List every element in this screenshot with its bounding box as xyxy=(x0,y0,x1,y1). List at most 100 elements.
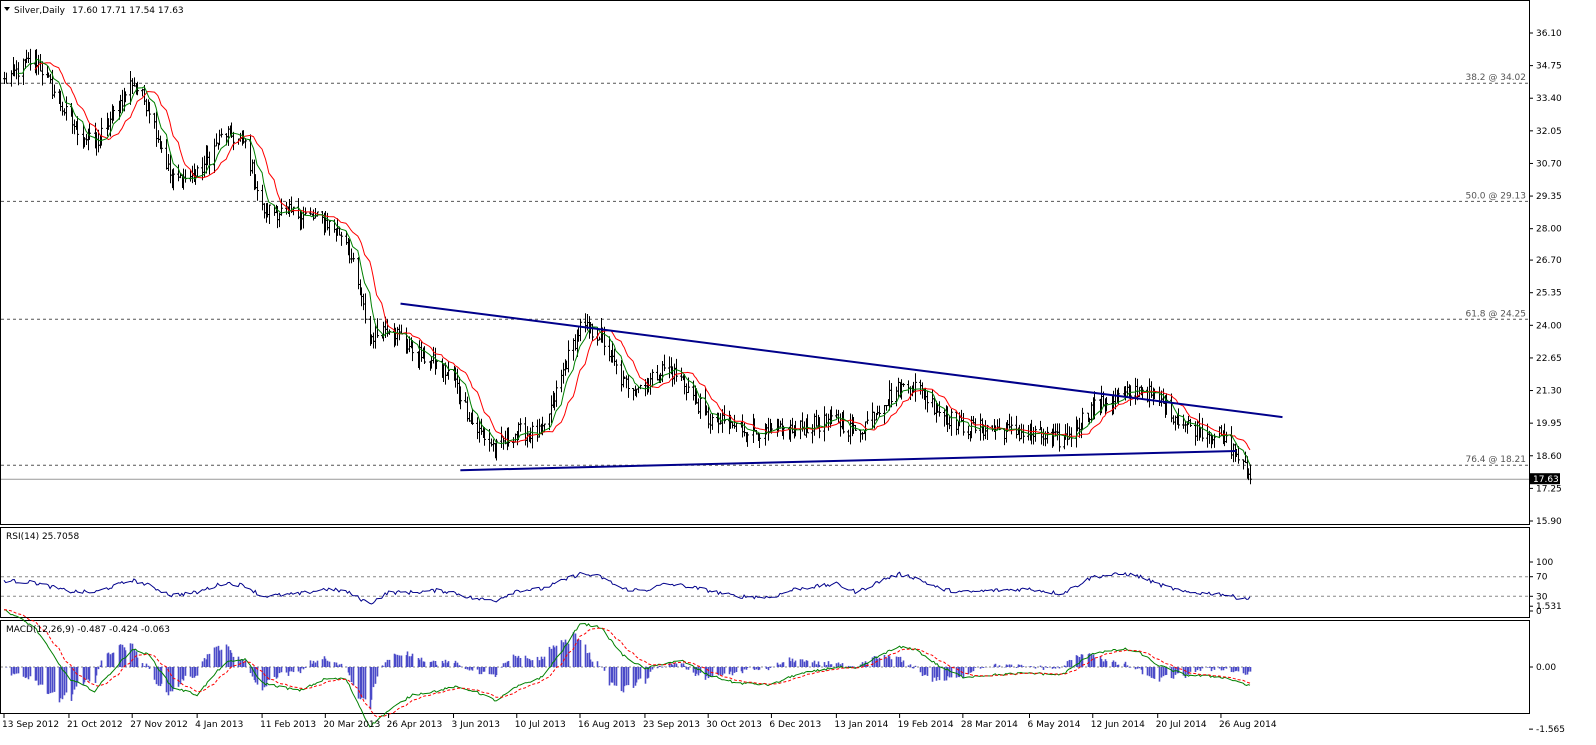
time-axis-label: 28 Mar 2014 xyxy=(961,720,1018,730)
current-price-tag: 17.63 xyxy=(1530,473,1560,485)
rsi-line xyxy=(3,571,1251,605)
price-bar xyxy=(938,401,941,417)
price-pane-border xyxy=(0,0,1530,525)
price-bar xyxy=(1105,397,1108,412)
price-bar xyxy=(902,383,905,387)
price-bar xyxy=(447,360,450,380)
price-bar xyxy=(76,116,79,146)
price-axis-label: 33.40 xyxy=(1536,94,1562,104)
price-bar xyxy=(974,418,977,434)
price-axis-label: 15.90 xyxy=(1536,517,1562,527)
price-bar xyxy=(651,369,654,388)
price-bar xyxy=(196,165,199,177)
price-bar xyxy=(627,375,630,398)
price-bar xyxy=(220,128,223,138)
price-bar xyxy=(675,358,678,382)
price-bar xyxy=(41,61,44,86)
time-axis-label: 23 Sep 2013 xyxy=(643,720,700,730)
price-bar xyxy=(100,117,103,146)
price-bar xyxy=(340,231,343,246)
price-bar xyxy=(1093,391,1096,420)
price-bar xyxy=(148,101,151,124)
price-bar xyxy=(950,408,953,436)
price-bar xyxy=(352,252,355,262)
price-bar xyxy=(890,383,893,408)
time-axis-label: 11 Feb 2013 xyxy=(260,720,316,730)
price-y-axis: 36.10 34.75 33.40 32.05 30.70 29.35 28.00 26.70… xyxy=(1529,29,1565,735)
time-axis-label: 6 Dec 2013 xyxy=(769,720,821,730)
price-axis-label: 18.60 xyxy=(1536,452,1562,462)
time-axis-label: 26 Aug 2014 xyxy=(1219,720,1277,730)
price-bar xyxy=(1058,423,1061,452)
current-price-tag-box xyxy=(1530,473,1560,485)
price-bar xyxy=(1237,446,1240,464)
fibonacci-level-label: 50.0 @ 29.13 xyxy=(1465,191,1526,201)
rsi-axis-label: 70 xyxy=(1536,573,1548,583)
price-bar xyxy=(65,96,68,121)
price-bar xyxy=(5,72,8,84)
price-bar xyxy=(962,412,965,436)
price-bar xyxy=(364,293,367,324)
time-axis-label: 21 Oct 2012 xyxy=(67,720,123,730)
price-bar xyxy=(663,354,666,372)
trendline-lower xyxy=(460,449,1237,472)
price-bar xyxy=(160,141,163,153)
price-axis-label: 29.35 xyxy=(1536,192,1562,202)
price-axis-label: 32.05 xyxy=(1536,127,1562,137)
price-bar xyxy=(232,131,235,151)
macd-signal-line xyxy=(3,609,1251,718)
chart-title: Silver,Daily xyxy=(14,6,66,16)
macd-line xyxy=(3,609,1251,728)
time-axis-label: 6 May 2014 xyxy=(1028,720,1081,730)
trendline-upper xyxy=(400,302,1283,419)
time-axis-label: 20 Jul 2014 xyxy=(1156,720,1207,730)
price-bar xyxy=(926,390,929,413)
rsi-axis-label: 0 xyxy=(1536,607,1542,617)
price-axis-label: 34.75 xyxy=(1536,62,1562,72)
price-bar xyxy=(53,84,56,98)
macd-axis-label: -1.565 xyxy=(1536,725,1565,735)
trendlines xyxy=(400,302,1283,472)
price-bar xyxy=(758,433,761,448)
time-axis-label: 20 Mar 2013 xyxy=(323,720,380,730)
price-axis-label: 36.10 xyxy=(1536,29,1562,39)
price-bar xyxy=(507,427,510,447)
price-axis-label: 17.25 xyxy=(1536,484,1562,494)
time-axis-label: 13 Jan 2014 xyxy=(834,720,888,730)
price-bar xyxy=(866,411,869,425)
moving-average-red xyxy=(34,62,1251,451)
price-axis-label: 28.00 xyxy=(1536,225,1562,235)
moving-averages xyxy=(17,58,1251,465)
price-bar xyxy=(1141,387,1144,400)
price-bar xyxy=(328,220,331,236)
time-axis-label: 26 Apr 2013 xyxy=(387,720,443,730)
macd-axis-label: 0.00 xyxy=(1536,663,1556,673)
time-axis-label: 10 Jul 2013 xyxy=(515,720,566,730)
ohlc-values: 17.60 17.71 17.54 17.63 xyxy=(72,6,184,16)
macd-histogram xyxy=(5,632,1252,710)
fibonacci-level-label: 38.2 @ 34.02 xyxy=(1465,73,1526,83)
price-bar xyxy=(435,359,438,370)
price-bar xyxy=(256,181,259,201)
fibonacci-level-label: 61.8 @ 24.25 xyxy=(1465,309,1526,319)
price-bar xyxy=(746,432,749,447)
price-bar xyxy=(555,380,558,407)
price-bar xyxy=(268,204,271,225)
rsi-axis-label: 30 xyxy=(1536,592,1548,602)
price-bar xyxy=(124,91,127,103)
price-bar xyxy=(615,359,618,375)
price-bar xyxy=(471,408,474,425)
time-axis-label: 4 Jan 2013 xyxy=(195,720,243,730)
price-axis-label: 26.70 xyxy=(1536,256,1562,266)
time-axis-label: 27 Nov 2012 xyxy=(130,720,188,730)
price-bar xyxy=(1177,408,1180,429)
price-bar xyxy=(423,346,426,364)
price-bar xyxy=(579,318,582,342)
price-axis-label: 21.30 xyxy=(1536,387,1562,397)
macd-indicator xyxy=(1,609,1252,728)
time-axis-label: 19 Feb 2014 xyxy=(898,720,954,730)
price-bar xyxy=(483,427,486,446)
time-axis-label: 12 Jun 2014 xyxy=(1091,720,1145,730)
price-bar xyxy=(1081,407,1084,430)
